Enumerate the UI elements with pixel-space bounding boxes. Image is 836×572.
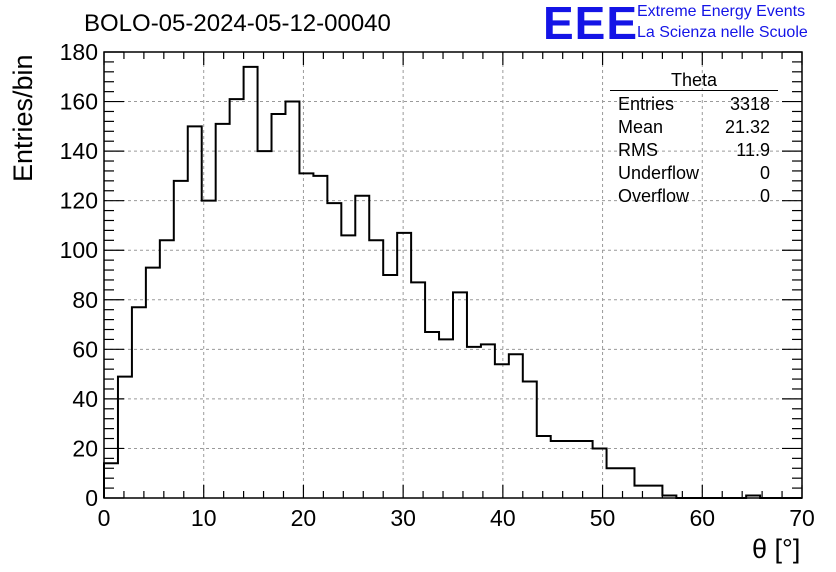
y-tick-label: 180 (60, 39, 98, 65)
stats-label: Overflow (618, 186, 690, 206)
axis-ticks (103, 51, 803, 499)
stats-row-underflow: Underflow 0 (610, 162, 778, 185)
histogram-bin (383, 275, 397, 498)
plot-title: BOLO-05-2024-05-12-00040 (84, 10, 391, 37)
histogram-bin (244, 67, 258, 498)
stats-row-overflow: Overflow 0 (610, 185, 778, 208)
histogram-bin (146, 268, 160, 498)
histogram-bin (509, 354, 523, 498)
x-axis-label: θ [°] (752, 534, 801, 564)
histogram-bin (313, 176, 327, 498)
stats-box: Theta Entries 3318 Mean 21.32 RMS 11.9 U… (610, 70, 778, 208)
stats-value: 0 (759, 163, 770, 183)
histogram-bin (593, 448, 607, 498)
stats-row-mean: Mean 21.32 (610, 116, 778, 139)
y-tick-label: 60 (72, 336, 98, 362)
histogram-bin (425, 332, 439, 498)
stats-row-rms: RMS 11.9 (610, 139, 778, 162)
histogram-bin (481, 344, 495, 498)
x-tick-label: 30 (390, 505, 416, 531)
x-tick-label: 70 (789, 505, 815, 531)
histogram-bin (355, 196, 369, 498)
histogram-bin (537, 436, 551, 498)
stats-value: 21.32 (724, 117, 770, 137)
stats-label: Entries (618, 94, 675, 114)
y-tick-label: 40 (72, 386, 98, 412)
histogram-bin (607, 468, 621, 498)
histogram-bin (230, 99, 244, 498)
y-tick-label: 120 (60, 188, 98, 214)
histogram-line (103, 65, 802, 499)
stats-value: 11.9 (736, 140, 770, 160)
y-tick-label: 140 (60, 138, 98, 164)
y-tick-label: 20 (72, 435, 98, 461)
y-tick-label: 160 (60, 89, 98, 115)
stats-row-entries: Entries 3318 (610, 93, 778, 116)
plot-frame (103, 51, 803, 499)
grid-lines (104, 52, 802, 498)
histogram-bin (216, 124, 230, 498)
y-tick-label: 0 (85, 485, 98, 511)
x-tick-label: 50 (590, 505, 616, 531)
x-tick-label: 20 (291, 505, 317, 531)
histogram-bin (565, 441, 579, 498)
histogram-bin (453, 292, 467, 498)
stats-value: 0 (759, 186, 770, 206)
y-tick-label: 100 (60, 237, 98, 263)
eee-logo: EEE (543, 0, 639, 49)
stats-label: Mean (618, 117, 664, 137)
histogram-bin (634, 486, 648, 498)
x-tick-label: 0 (98, 505, 111, 531)
logo-tagline-2: La Scienza nelle Scuole (637, 24, 808, 41)
stats-label: RMS (618, 140, 658, 160)
histogram-bin (551, 441, 565, 498)
y-tick-labels: 0 20 40 60 80 100 120 140 160 180 (60, 39, 98, 511)
y-axis-label: Entries/bin (8, 54, 38, 182)
histogram-bin (327, 203, 341, 498)
histogram-bin (258, 151, 272, 498)
y-tick-label: 80 (72, 287, 98, 313)
histogram-bin (188, 126, 202, 498)
histogram-bin (495, 364, 509, 498)
histogram-bin (411, 282, 425, 498)
logo-tagline-1: Extreme Energy Events (637, 3, 806, 20)
x-tick-label: 10 (191, 505, 217, 531)
stats-title: Theta (670, 70, 718, 90)
histogram-outline (103, 65, 802, 499)
histogram-bin (160, 240, 174, 498)
histogram-bin (341, 235, 355, 498)
histogram-bin (579, 441, 593, 498)
histogram-bin (132, 307, 146, 498)
histogram-bin (369, 240, 383, 498)
histogram-bin (174, 181, 188, 498)
x-tick-labels: 0 10 20 30 40 50 60 70 (98, 505, 815, 531)
histogram-bin (467, 347, 481, 498)
histogram-bin (272, 114, 286, 498)
histogram-bin (118, 377, 132, 498)
histogram-bin (439, 339, 453, 498)
stats-divider (610, 90, 778, 91)
stats-value: 3318 (729, 94, 770, 114)
histogram-bin (299, 173, 313, 498)
x-tick-label: 60 (689, 505, 715, 531)
x-tick-label: 40 (490, 505, 516, 531)
histogram-bin (397, 233, 411, 498)
stats-label: Underflow (618, 163, 700, 183)
histogram-bin (648, 486, 662, 498)
